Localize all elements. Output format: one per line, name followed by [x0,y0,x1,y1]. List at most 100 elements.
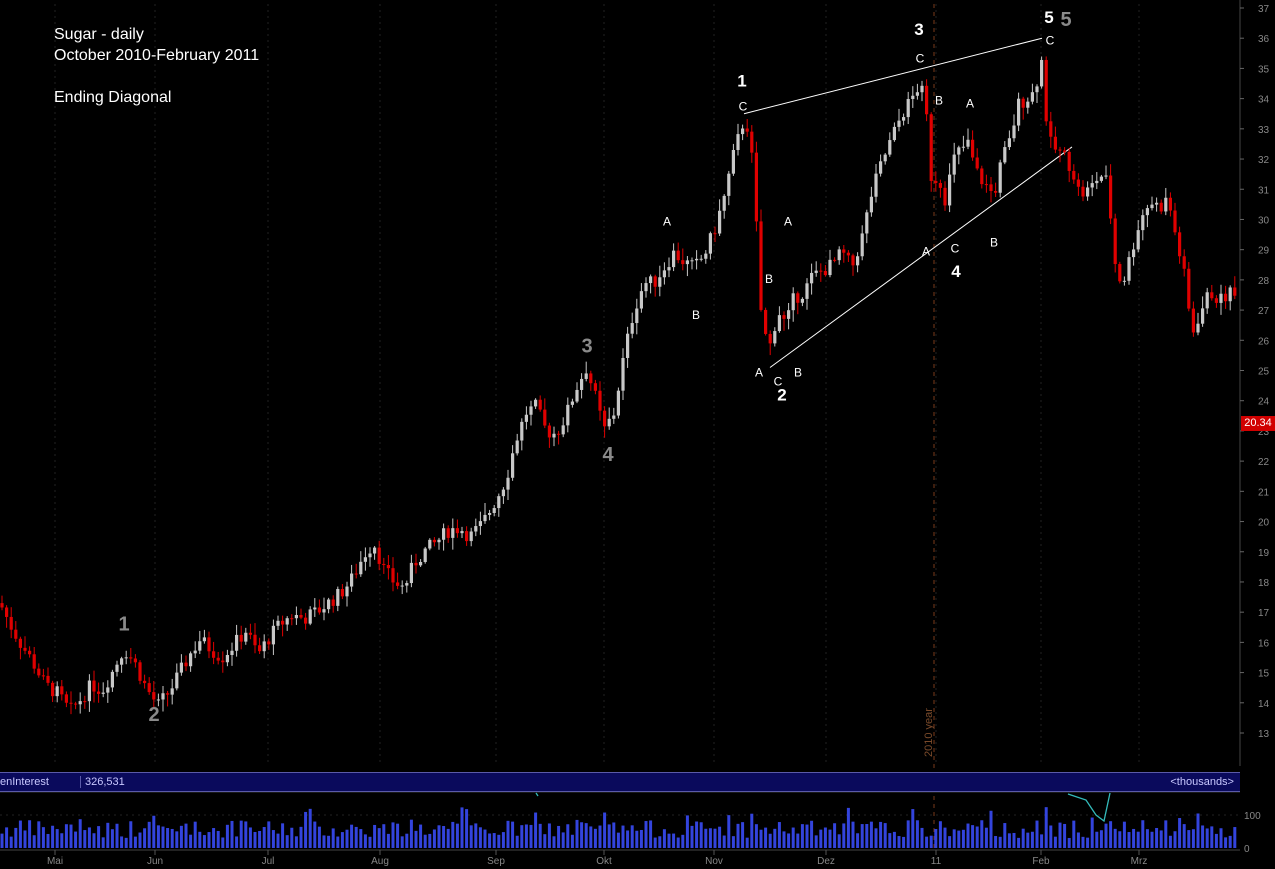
candle-body [446,528,450,538]
volume-bar [1178,818,1182,848]
wave-label: A [966,97,974,111]
price-tick-label: 37 [1258,4,1270,15]
candle-body [1155,202,1159,205]
candle-body [478,521,482,527]
volume-bar [432,829,436,848]
volume-bar [483,829,487,848]
candle-body [37,668,41,676]
volume-bar [1067,837,1071,848]
candle-body [1228,287,1232,302]
candle-body [455,528,459,534]
wave-label: B [935,94,943,108]
candle-body [1196,323,1200,333]
wave-label: B [765,272,773,286]
volume-bar [9,836,13,848]
candle-body [672,250,676,268]
candle-body [754,152,758,222]
volume-bar [814,835,818,848]
candle-body [382,563,386,566]
candle-body [432,539,436,543]
candle-body [994,191,998,193]
candle-body [1017,98,1021,126]
candle-body [1090,183,1094,188]
candle-body [133,658,137,663]
volume-bar [846,807,850,848]
open-interest-header[interactable]: enInterest 326,531 <thousands> [0,772,1240,792]
candle-body [161,693,165,700]
candle-body [925,85,929,115]
month-tick-label: Aug [371,856,389,867]
candle-body [97,691,101,694]
month-tick-label: 11 [931,856,942,867]
volume-bar [478,827,482,848]
open-interest-units: <thousands> [1170,776,1234,788]
candle-body [1173,210,1177,233]
wave-label: A [784,215,792,229]
candle-body [336,589,340,606]
candle-body [340,589,344,597]
candle-body [630,323,634,334]
price-tick-label: 22 [1258,457,1270,468]
volume-bar [580,822,584,848]
volume-bar [262,827,266,848]
volume-bar [258,830,262,848]
volume-bar [561,832,565,848]
candle-body [235,634,239,651]
candle-body [915,92,919,96]
candle-body [520,421,524,441]
candle-body [851,255,855,266]
volume-bar [202,835,206,848]
candle-body [124,657,128,659]
candle-body [0,603,4,608]
volume-bar [929,835,933,848]
volume-bar [1219,828,1223,848]
volume-bar [1086,837,1090,848]
volume-bar [382,824,386,848]
candle-body [313,607,317,610]
candle-body [971,139,975,158]
volume-bar [170,828,174,848]
volume-bar [37,821,41,848]
candle-body [120,658,124,665]
volume-bar [152,815,156,848]
volume-bar [437,825,441,848]
candle-body [1182,256,1186,269]
volume-bar [166,828,170,848]
candle-body [704,253,708,259]
volume-bar [1122,821,1126,848]
candle-body [727,173,731,196]
volume-bar [722,835,726,848]
candle-body [607,418,611,427]
volume-bar [0,833,4,848]
volume-bar [810,820,814,848]
candle-body [589,373,593,384]
volume-bar [396,823,400,848]
candle-body [575,389,579,402]
candle-body [179,662,183,673]
volume-bar [1214,833,1218,848]
volume-bar [593,828,597,848]
volume-bar [511,821,515,848]
volume-bar [626,830,630,848]
candle-body [888,140,892,155]
volume-bar [695,821,699,848]
candle-body [731,149,735,174]
candle-body [681,260,685,265]
wave-label: A [663,215,671,229]
candle-body [460,531,464,534]
candle-body [1081,186,1085,197]
candle-body [952,154,956,175]
price-tick-label: 32 [1258,155,1270,166]
volume-bar [731,836,735,848]
volume-bar [1007,833,1011,848]
candle-body [1058,149,1062,151]
candle-body [74,703,78,705]
candle-body [156,699,160,701]
volume-tick-label: 0 [1244,844,1250,855]
candle-body [879,161,883,174]
volume-bar [1035,820,1039,848]
volume-bar [350,824,354,848]
volume-bar [1233,827,1237,848]
volume-bar [989,810,993,848]
volume-bar [915,820,919,848]
